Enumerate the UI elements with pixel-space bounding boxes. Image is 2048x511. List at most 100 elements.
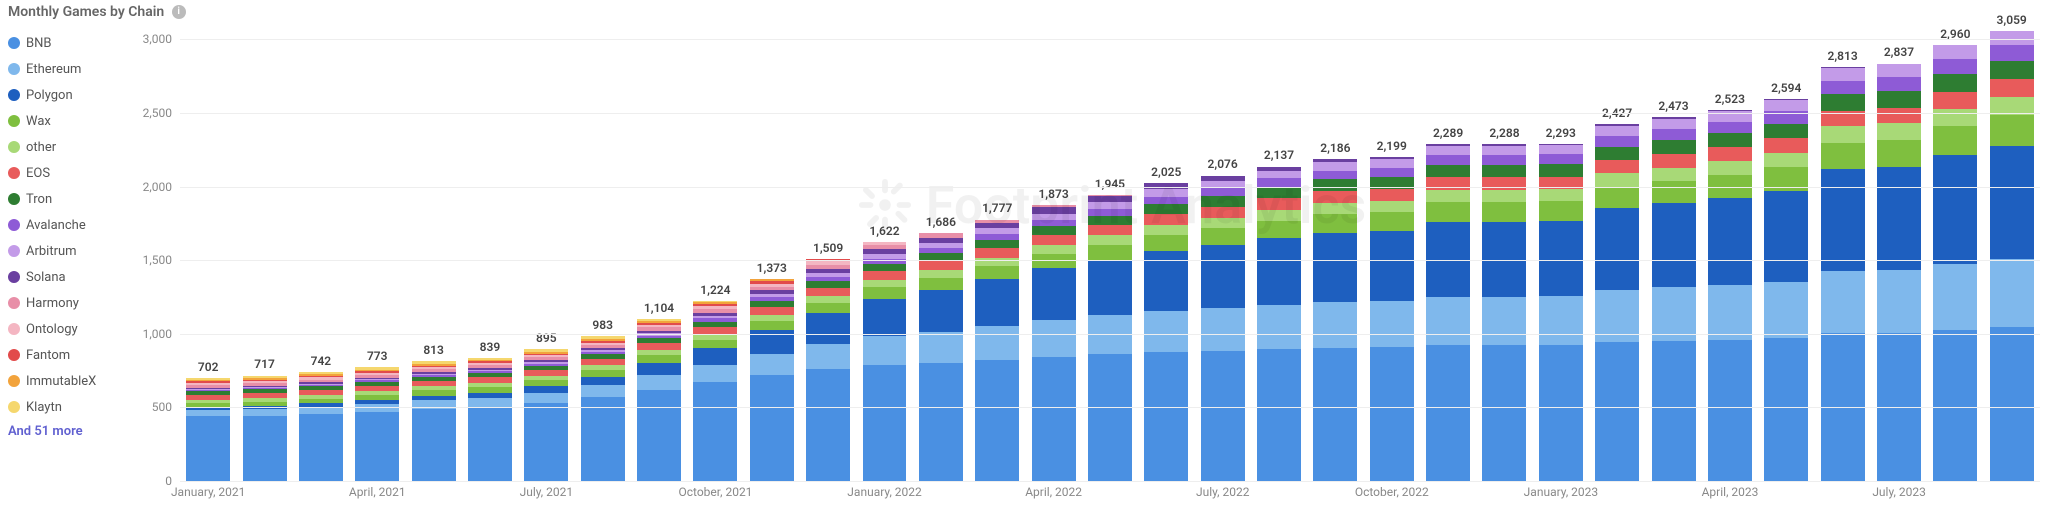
bar-total-label: 1,873 bbox=[1038, 187, 1068, 201]
bar-segment-eos bbox=[1652, 154, 1696, 168]
legend-item-solana[interactable]: Solana bbox=[8, 264, 118, 290]
bar-column[interactable]: 1,104 bbox=[631, 10, 687, 481]
x-tick: October, 2022 bbox=[1355, 485, 1429, 499]
bar-column[interactable]: 3,059 bbox=[1984, 10, 2040, 481]
bar-column[interactable]: 2,199 bbox=[1364, 10, 1420, 481]
legend-dot-icon bbox=[8, 219, 20, 231]
bar-segment-eos bbox=[1257, 198, 1301, 209]
bar-column[interactable]: 1,777 bbox=[969, 10, 1025, 481]
bar-segment-tron bbox=[1652, 140, 1696, 154]
legend-item-eos[interactable]: EOS bbox=[8, 160, 118, 186]
bar-column[interactable]: 2,025 bbox=[1138, 10, 1194, 481]
legend-item-ethereum[interactable]: Ethereum bbox=[8, 56, 118, 82]
bar-column[interactable]: 1,873 bbox=[1025, 10, 1081, 481]
bar-segment-avalanche bbox=[1990, 45, 2034, 61]
bar-segment-tron bbox=[1201, 196, 1245, 206]
bar-column[interactable]: 717 bbox=[236, 10, 292, 481]
bar-column[interactable]: 2,473 bbox=[1645, 10, 1701, 481]
bar-column[interactable]: 1,686 bbox=[913, 10, 969, 481]
legend-item-immutablex[interactable]: ImmutableX bbox=[8, 368, 118, 394]
bar-column[interactable]: 1,622 bbox=[856, 10, 912, 481]
legend-item-bnb[interactable]: BNB bbox=[8, 30, 118, 56]
bar-segment-avalanche bbox=[1370, 168, 1414, 177]
bar-column[interactable]: 1,224 bbox=[687, 10, 743, 481]
bar-column[interactable]: 983 bbox=[575, 10, 631, 481]
bar-segment-eos bbox=[1708, 147, 1752, 161]
bar-column[interactable]: 2,293 bbox=[1533, 10, 1589, 481]
bar-segment-eos bbox=[1313, 191, 1357, 203]
bar-segment-tron bbox=[1539, 164, 1583, 176]
bar-stack bbox=[1933, 45, 1977, 481]
bar-segment-eos bbox=[1933, 92, 1977, 109]
bar-column[interactable]: 2,288 bbox=[1476, 10, 1532, 481]
bar-segment-arbitrum bbox=[1990, 31, 2034, 45]
bar-segment-tron bbox=[1764, 124, 1808, 139]
legend-dot-icon bbox=[8, 297, 20, 309]
x-tick: April, 2022 bbox=[1025, 485, 1082, 499]
bar-segment-arbitrum bbox=[1370, 159, 1414, 168]
bar-column[interactable]: 2,837 bbox=[1871, 10, 1927, 481]
bar-segment-wax bbox=[1595, 187, 1639, 208]
bar-column[interactable]: 2,813 bbox=[1814, 10, 1870, 481]
legend-item-wax[interactable]: Wax bbox=[8, 108, 118, 134]
bar-segment-bnb bbox=[1764, 338, 1808, 481]
bar-stack bbox=[1088, 195, 1132, 481]
bar-column[interactable]: 2,594 bbox=[1758, 10, 1814, 481]
bar-column[interactable]: 1,509 bbox=[800, 10, 856, 481]
bar-segment-ethereum bbox=[975, 326, 1019, 360]
bar-segment-bnb bbox=[806, 369, 850, 481]
bar-column[interactable]: 839 bbox=[462, 10, 518, 481]
bar-segment-wax bbox=[1539, 201, 1583, 221]
bar-column[interactable]: 2,427 bbox=[1589, 10, 1645, 481]
legend-item-ontology[interactable]: Ontology bbox=[8, 316, 118, 342]
bar-total-label: 742 bbox=[311, 354, 332, 368]
bar-stack bbox=[1201, 175, 1245, 481]
bar-column[interactable]: 2,076 bbox=[1194, 10, 1250, 481]
legend-item-fantom[interactable]: Fantom bbox=[8, 342, 118, 368]
bar-column[interactable]: 2,523 bbox=[1702, 10, 1758, 481]
bar-total-label: 1,686 bbox=[926, 215, 956, 229]
bar-segment-bnb bbox=[355, 412, 399, 481]
legend-item-other[interactable]: other bbox=[8, 134, 118, 160]
bar-column[interactable]: 2,137 bbox=[1251, 10, 1307, 481]
bar-stack bbox=[863, 242, 907, 481]
bar-column[interactable]: 1,373 bbox=[744, 10, 800, 481]
bar-segment-other bbox=[1032, 245, 1076, 254]
bar-total-label: 2,837 bbox=[1884, 45, 1914, 59]
bar-segment-polygon bbox=[863, 299, 907, 337]
bar-segment-polygon bbox=[1313, 233, 1357, 302]
bar-column[interactable]: 813 bbox=[405, 10, 461, 481]
legend-more-link[interactable]: And 51 more bbox=[8, 424, 118, 439]
bar-column[interactable]: 742 bbox=[293, 10, 349, 481]
bar-column[interactable]: 2,960 bbox=[1927, 10, 1983, 481]
bar-segment-polygon bbox=[581, 377, 625, 386]
bar-total-label: 813 bbox=[423, 343, 444, 357]
legend-item-harmony[interactable]: Harmony bbox=[8, 290, 118, 316]
bar-total-label: 1,509 bbox=[813, 241, 843, 255]
bar-segment-bnb bbox=[975, 360, 1019, 481]
bar-total-label: 1,373 bbox=[757, 261, 787, 275]
bar-column[interactable]: 895 bbox=[518, 10, 574, 481]
legend-item-arbitrum[interactable]: Arbitrum bbox=[8, 238, 118, 264]
bar-column[interactable]: 773 bbox=[349, 10, 405, 481]
bar-column[interactable]: 2,186 bbox=[1307, 10, 1363, 481]
bar-stack bbox=[1482, 144, 1526, 481]
bar-column[interactable]: 702 bbox=[180, 10, 236, 481]
bar-total-label: 702 bbox=[198, 360, 219, 374]
bar-total-label: 1,104 bbox=[644, 301, 674, 315]
legend-item-polygon[interactable]: Polygon bbox=[8, 82, 118, 108]
legend-item-tron[interactable]: Tron bbox=[8, 186, 118, 212]
bar-column[interactable]: 2,289 bbox=[1420, 10, 1476, 481]
bar-stack bbox=[1032, 205, 1076, 481]
bar-segment-arbitrum bbox=[1652, 119, 1696, 129]
bar-total-label: 2,594 bbox=[1771, 81, 1801, 95]
bar-segment-arbitrum bbox=[1426, 146, 1470, 155]
bar-segment-bnb bbox=[412, 409, 456, 481]
bar-segment-other bbox=[1708, 161, 1752, 175]
bar-segment-avalanche bbox=[1539, 154, 1583, 164]
bar-segment-polygon bbox=[1652, 203, 1696, 287]
bar-segment-bnb bbox=[243, 416, 287, 481]
legend-item-klaytn[interactable]: Klaytn bbox=[8, 394, 118, 420]
bar-column[interactable]: 1,945 bbox=[1082, 10, 1138, 481]
legend-item-avalanche[interactable]: Avalanche bbox=[8, 212, 118, 238]
